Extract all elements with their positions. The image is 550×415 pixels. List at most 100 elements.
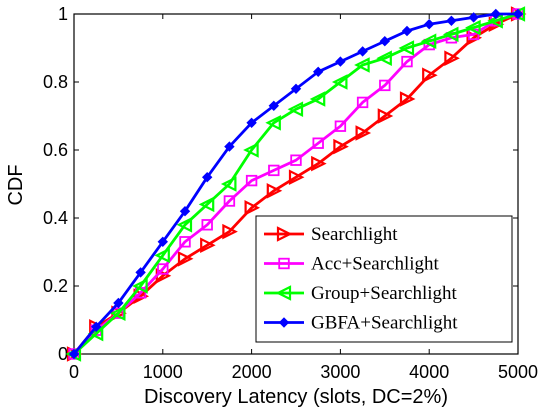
data-point	[356, 96, 369, 109]
data-point	[465, 19, 481, 36]
legend-label: Group+Searchlight	[311, 283, 458, 304]
data-point	[312, 137, 324, 149]
data-point	[224, 141, 235, 152]
series-acc-searchlight	[68, 8, 524, 360]
axes: 0 1000 2000 3000 4000 5000 0 0.2 0.4 0.6 0.8 1	[43, 4, 538, 382]
data-point	[331, 74, 348, 90]
data-point	[222, 223, 238, 240]
legend-label: Acc+Searchlight	[311, 254, 440, 275]
data-point	[246, 117, 257, 129]
x-tick-label: 0	[69, 362, 79, 382]
data-point	[109, 305, 126, 321]
data-point	[312, 66, 324, 78]
data-point	[278, 317, 290, 328]
data-point	[113, 297, 124, 309]
data-point	[401, 55, 413, 68]
data-point	[399, 91, 416, 107]
data-point	[132, 278, 148, 294]
series-layer	[65, 6, 527, 362]
data-point	[265, 115, 281, 131]
legend-entry: Searchlight	[264, 224, 398, 245]
data-point	[243, 142, 259, 158]
data-point	[357, 46, 368, 57]
data-point	[179, 236, 191, 248]
data-point	[377, 108, 394, 124]
series-group-searchlight	[65, 6, 526, 362]
y-tick-label: 0	[58, 344, 68, 364]
data-point	[446, 15, 457, 27]
data-point	[490, 8, 502, 20]
x-tick-label: 3000	[320, 362, 360, 382]
legend-label: GBFA+Searchlight	[311, 313, 458, 334]
series-line	[72, 12, 519, 355]
data-point	[401, 25, 413, 37]
data-point	[198, 196, 215, 213]
legend-entry: Acc+Searchlight	[264, 254, 440, 275]
data-point	[68, 348, 80, 360]
data-point	[179, 205, 191, 217]
data-point	[201, 219, 213, 231]
data-point	[200, 237, 216, 253]
series-line	[73, 12, 519, 356]
data-point	[333, 138, 349, 155]
series-gbfa-searchlight	[68, 8, 524, 360]
y-tick-label: 0.8	[43, 72, 68, 92]
data-point	[512, 8, 524, 20]
data-point	[220, 176, 237, 192]
data-point	[420, 33, 437, 49]
data-point	[423, 18, 435, 30]
data-point	[245, 174, 258, 187]
y-tick-label: 0.6	[43, 140, 68, 160]
x-tick-label: 4000	[409, 362, 449, 382]
data-point	[334, 120, 347, 132]
data-point	[309, 91, 326, 107]
data-point	[275, 285, 292, 301]
legend: Searchlight Acc+Searchlight Group+Searchli…	[255, 215, 513, 343]
data-point	[379, 35, 391, 47]
data-point	[154, 247, 170, 264]
data-point	[288, 169, 305, 185]
data-point	[422, 67, 438, 83]
data-point	[135, 267, 146, 278]
data-point	[311, 155, 327, 172]
data-point	[444, 50, 460, 66]
data-point	[379, 79, 391, 92]
data-point	[355, 125, 372, 141]
data-point	[468, 12, 479, 23]
data-point	[398, 40, 415, 56]
data-point	[177, 251, 194, 267]
data-point	[244, 200, 261, 216]
data-point	[278, 257, 290, 270]
data-point	[268, 164, 280, 177]
y-axis-label: CDF	[5, 164, 27, 205]
y-tick-label: 0.2	[43, 276, 68, 296]
data-point	[176, 217, 193, 233]
legend-box	[255, 215, 513, 343]
x-tick-label: 5000	[498, 362, 538, 382]
series-line	[72, 12, 519, 355]
x-tick-label: 1000	[143, 362, 183, 382]
data-point	[335, 56, 346, 67]
data-point	[287, 101, 304, 117]
data-point	[354, 57, 370, 73]
legend-label: Searchlight	[311, 224, 398, 245]
data-point	[201, 171, 213, 183]
x-tick-label: 2000	[232, 362, 272, 382]
data-point	[268, 100, 280, 112]
x-axis-label: Discovery Latency (slots, DC=2%)	[144, 386, 448, 408]
y-tick-label: 1	[58, 4, 68, 24]
data-point	[376, 50, 392, 66]
data-point	[223, 195, 236, 207]
data-point	[276, 226, 293, 242]
legend-entry: GBFA+Searchlight	[264, 313, 458, 334]
data-point	[157, 263, 169, 275]
legend-entry: Group+Searchlight	[264, 283, 458, 304]
plot-frame	[73, 13, 519, 355]
data-point	[157, 236, 169, 248]
data-point	[290, 154, 302, 166]
data-point	[266, 183, 283, 199]
data-point	[290, 83, 302, 95]
y-tick-label: 0.4	[43, 208, 68, 228]
